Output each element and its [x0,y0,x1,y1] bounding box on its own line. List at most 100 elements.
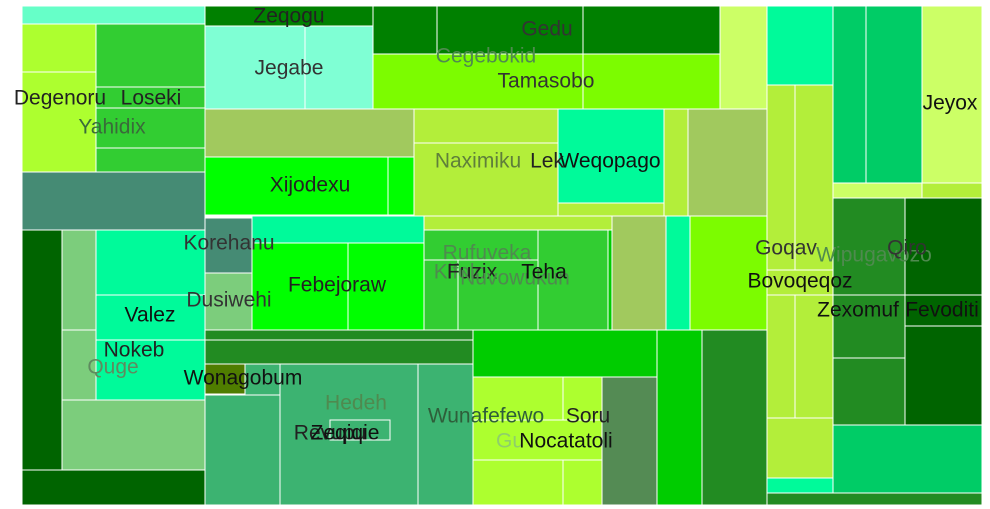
treemap-cell [457,259,539,331]
treemap-cell [766,269,834,296]
treemap-cell-label: Nokeb [104,339,165,362]
treemap-cell [832,5,867,199]
treemap-cell [689,215,768,331]
treemap-cell [472,329,658,378]
treemap-cell [387,156,415,216]
treemap-cell [21,171,206,231]
treemap-cell [472,419,603,461]
treemap-cell [656,329,703,506]
treemap-cell-label: Wipugavozo [816,244,932,267]
treemap-cell-label: Lek [530,150,564,173]
treemap-cell [766,84,796,419]
treemap-cell [719,5,768,110]
treemap-cell [832,294,906,359]
treemap-cell [21,23,97,73]
treemap-cell-label: Zeqiqie [311,422,380,445]
treemap-cell-label: Bovoqeqoz [747,270,852,293]
treemap-cell [537,229,609,331]
treemap-cell-label: Gu [496,430,524,453]
treemap-cell-label: Revupu [294,422,366,445]
treemap-cell [601,376,658,506]
treemap-cell-label: Weqopago [559,150,660,173]
treemap-cell [21,469,206,506]
treemap-labels: Zeqogu Jegabe Gedu Jeyox Degenoru Loseki Yahid… [14,5,979,453]
treemap-cell [701,329,768,506]
treemap-cell-label: Xijodexu [270,174,351,197]
treemap-cell [204,394,281,506]
treemap-cell [204,329,474,341]
treemap-cell [61,399,206,471]
treemap-cell-label: Hedeh [325,392,387,415]
treemap-cell [607,229,613,331]
treemap-cell [665,215,691,331]
treemap-cell-label: Fevoditi [905,299,979,322]
treemap-cell [304,25,374,110]
treemap-cell [251,215,425,244]
treemap-cell [204,156,389,216]
treemap-cell [21,229,63,471]
treemap-cell-label: Loseki [121,87,182,110]
treemap-cell [557,202,665,217]
treemap-cell [204,339,474,365]
treemap-cell [766,477,834,494]
treemap-cell [611,215,667,331]
treemap-cell [794,84,834,419]
treemap-cell-label: Kifolo [434,261,487,284]
treemap-cell-label: Cegebokid [436,45,536,68]
treemap-cell [921,5,983,184]
treemap-cell [766,417,834,479]
treemap-cell [766,5,834,86]
treemap-cell-label: Korehanu [183,232,274,255]
treemap-cell-label: Rufuveka [443,242,532,265]
treemap-cell-label: Quge [87,356,138,379]
treemap-cell [204,108,415,158]
treemap-cell [204,363,246,395]
treemap-cell [417,363,474,506]
treemap-cell-label: Gedu [521,18,572,41]
treemap-cell [436,5,584,55]
treemap-cells [21,5,983,506]
treemap-cell-label: Jeyox [923,92,978,115]
treemap-cell-label: Zexomuf [817,299,899,322]
treemap-cell [904,294,983,327]
treemap-cell [557,108,665,204]
treemap-cell-label: Soru [566,405,610,428]
treemap-cell [21,5,206,25]
treemap-cell-label: Wonagobum [184,367,303,390]
treemap-cell [832,357,906,426]
treemap-cell-label: Febejoraw [288,274,387,297]
treemap-cell-label: Valez [125,304,176,327]
treemap-cell [904,325,983,426]
treemap-cell [372,5,438,55]
treemap-cell-label: Goqav [755,237,817,260]
treemap-cell-label: Nocatatoli [519,430,612,453]
treemap-cell [582,53,721,110]
treemap-cell [21,71,97,173]
treemap-cell [582,5,721,55]
treemap-cell-label: Naximiku [435,150,521,173]
treemap-cell [832,182,923,199]
treemap-cell-label: Teha [521,261,567,284]
treemap-cell [347,242,425,331]
treemap-cell-label: Wunafefewo [428,405,544,428]
treemap-cell-label: Jegabe [255,57,324,80]
treemap-cell [423,215,613,231]
treemap-cell-label: Yahidix [78,116,146,139]
treemap-cell-label: Dusiwehi [186,289,271,312]
treemap-cell-label: Zeqogu [253,5,324,28]
treemap-cell [95,23,206,88]
treemap-cell [61,329,97,401]
treemap-cell [95,229,206,296]
treemap-cell [921,182,983,199]
treemap-cell [766,492,983,506]
treemap-cell [832,424,983,494]
treemap-cell-label: Nuvowukun [460,267,570,290]
treemap-cell [687,108,768,217]
treemap-cell-label: Qiro [887,237,927,260]
treemap-cell-label: Fuzix [447,261,498,284]
treemap-cell [663,108,689,217]
treemap-cell-label: Tamasobo [498,70,595,93]
treemap-cell [413,108,559,144]
treemap-cell [95,339,206,401]
